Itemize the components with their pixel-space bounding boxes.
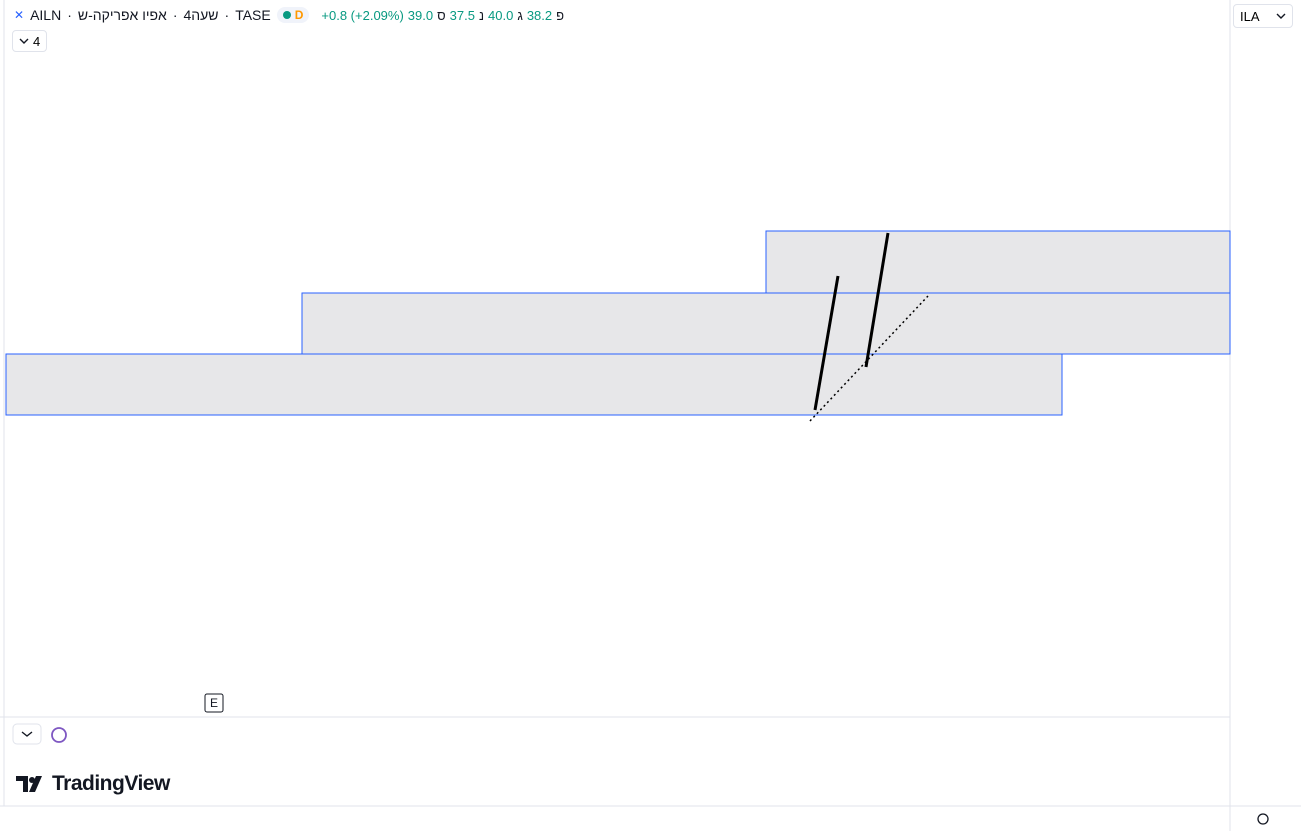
price-axis-area bbox=[1230, 0, 1301, 831]
ohlc-key: ג bbox=[517, 7, 523, 23]
exchange: TASE bbox=[235, 7, 271, 23]
symbol-name: אפיו אפריקה-ש bbox=[77, 7, 167, 23]
interval: 4שעה bbox=[183, 7, 219, 23]
currency: ILA bbox=[1240, 8, 1260, 24]
symbol-icon: ✕ bbox=[14, 8, 25, 22]
separator: · bbox=[172, 7, 178, 23]
range-box bbox=[5, 353, 1063, 416]
symbol: AILN bbox=[30, 7, 62, 23]
brand-name: TradingView bbox=[52, 772, 170, 795]
indicators-toggle[interactable]: 4 bbox=[12, 30, 48, 52]
ohlc-value: 37.5 bbox=[449, 7, 475, 23]
legend-header: ✕ AILN · אפיו אפריקה-ש · 4שעה · TASE D +… bbox=[14, 5, 564, 25]
separator: · bbox=[224, 7, 230, 23]
status-badge[interactable]: D bbox=[276, 7, 310, 23]
trend-line bbox=[864, 232, 890, 368]
sync-icon[interactable] bbox=[51, 727, 67, 743]
ohlc-value: 39.0 bbox=[407, 7, 434, 23]
chevron-icon bbox=[21, 731, 33, 737]
ohlc-key: פ bbox=[556, 7, 565, 23]
data-badge: D bbox=[294, 8, 304, 22]
range-box bbox=[765, 230, 1231, 294]
chevron-icon bbox=[1276, 13, 1286, 19]
market-status-dot bbox=[282, 11, 291, 19]
currency-select[interactable]: ILA bbox=[1233, 4, 1293, 28]
earnings-marker-label: E bbox=[210, 696, 218, 710]
brand-logo: TradingView bbox=[16, 772, 170, 796]
ohlc-value: 40.0 bbox=[488, 7, 514, 23]
ohlc: +0.8 (+2.09%) 39.0 ס 37.5 נ 40.0 ג 38.2 פ bbox=[321, 8, 564, 23]
change: +0.8 (+2.09%) bbox=[321, 7, 404, 23]
ohlc-key: נ bbox=[478, 7, 485, 23]
settings-icon[interactable] bbox=[1257, 813, 1269, 825]
indicators-count: 4 bbox=[33, 33, 41, 49]
range-box bbox=[301, 292, 1231, 355]
ohlc-key: ס bbox=[437, 7, 446, 23]
trend-line bbox=[813, 275, 840, 411]
separator: · bbox=[67, 7, 72, 23]
ohlc-value: 38.2 bbox=[526, 7, 553, 23]
logo-mark bbox=[16, 776, 42, 792]
earnings-marker[interactable] bbox=[204, 693, 224, 713]
collapse-button[interactable] bbox=[12, 723, 42, 745]
chevron-icon bbox=[19, 38, 29, 44]
trend-line-dotted bbox=[809, 295, 929, 422]
